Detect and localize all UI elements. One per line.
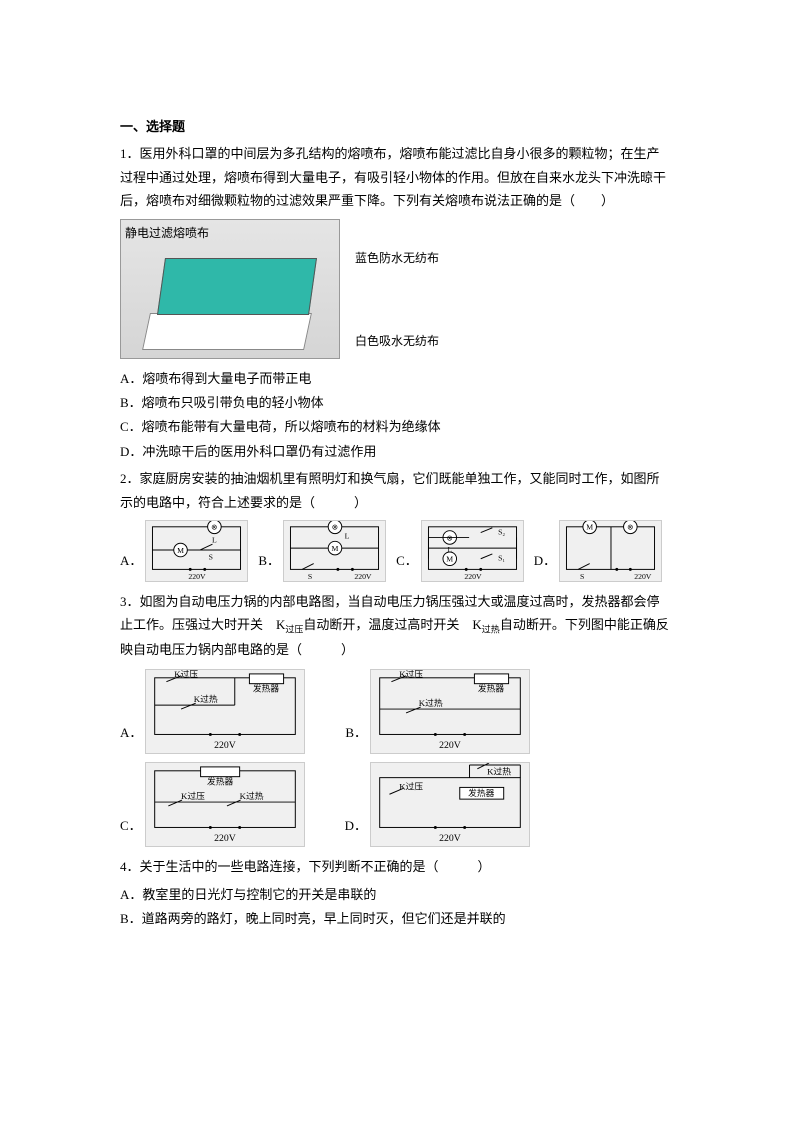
q3-circuit-a: K过压 发热器 K过热 220V — [145, 669, 305, 754]
svg-text:K过热: K过热 — [239, 791, 263, 802]
q1-opt-a: A．熔喷布得到大量电子而带正电 — [120, 367, 672, 390]
q1-opt-d: D．冲洗晾干后的医用外科口罩仍有过滤作用 — [120, 440, 672, 463]
svg-text:L: L — [212, 535, 217, 544]
question-3: 3．如图为自动电压力锅的内部电路图，当自动电压力锅压强过大或温度过高时，发热器都… — [120, 590, 672, 662]
svg-text:S: S — [209, 553, 213, 562]
q1-body: 医用外科口罩的中间层为多孔结构的熔喷布，熔喷布能过滤比自身小很多的颗粒物；在生产… — [120, 146, 666, 208]
svg-text:K过热: K过热 — [194, 694, 218, 705]
mask-blue-layer — [157, 258, 317, 315]
svg-text:220V: 220V — [439, 834, 461, 845]
q3-circuit-c: 发热器 K过压 K过热 220V — [145, 762, 305, 847]
svg-text:M: M — [446, 555, 453, 564]
q4-body: 关于生活中的一些电路连接，下列判断不正确的是（ ） — [140, 859, 491, 874]
q4-num: 4． — [120, 859, 140, 874]
svg-text:220V: 220V — [464, 572, 482, 581]
q3-opt-b: B． K过压 发热器 K过热 220V — [345, 669, 530, 754]
q3-opt-a: A． K过压 发热器 K过热 220V — [120, 669, 305, 754]
q3-opt-d: D． K过热 K过压 发热器 220V — [345, 762, 530, 847]
q3-label-c: C． — [120, 814, 142, 847]
svg-text:⊗: ⊗ — [627, 523, 633, 532]
svg-text:K过压: K过压 — [399, 781, 423, 792]
q2-body: 家庭厨房安装的抽油烟机里有照明灯和换气扇，它们既能单独工作，又能同时工作，如图所… — [120, 471, 660, 509]
svg-text:K过热: K过热 — [419, 698, 443, 709]
q3-sub-a: 过压 — [285, 625, 303, 635]
q3-label-b: B． — [345, 721, 367, 754]
q2-circuit-c: ⊗ L S₂ M S₁ 220V — [421, 520, 524, 582]
q2-opt-a: A． ⊗ L M S 220V — [120, 520, 248, 582]
svg-text:220V: 220V — [439, 741, 461, 752]
svg-text:220V: 220V — [634, 572, 652, 581]
q3-sub-b: 过热 — [482, 625, 500, 635]
q2-opt-b: B． ⊗ L M S 220V — [258, 520, 386, 582]
q3-circuit-b: K过压 发热器 K过热 220V — [370, 669, 530, 754]
svg-text:发热器: 发热器 — [207, 776, 234, 787]
q3-label-d: D． — [345, 814, 367, 847]
mask-label-top: 静电过滤熔喷布 — [125, 223, 209, 245]
svg-text:M: M — [332, 544, 339, 553]
svg-text:L: L — [345, 531, 350, 540]
q4-text: 4．关于生活中的一些电路连接，下列判断不正确的是（ ） — [120, 859, 491, 874]
q2-label-a: A． — [120, 549, 142, 582]
section-title: 一、选择题 — [120, 115, 672, 138]
q4-options: A．教室里的日光灯与控制它的开关是串联的 B．道路两旁的路灯，晚上同时亮，早上同… — [120, 883, 672, 931]
svg-text:M: M — [586, 523, 593, 532]
q1-num: 1． — [120, 146, 140, 161]
svg-text:发热器: 发热器 — [253, 683, 280, 694]
q2-circuit-d: M ⊗ S 220V — [559, 520, 662, 582]
svg-text:M: M — [177, 546, 184, 555]
mask-label-bottom: 白色吸水无纺布 — [355, 331, 439, 353]
q4-opt-b: B．道路两旁的路灯，晚上同时亮，早上同时灭，但它们还是并联的 — [120, 907, 672, 930]
svg-text:K过压: K过压 — [181, 791, 205, 802]
q2-circuit-b: ⊗ L M S 220V — [283, 520, 386, 582]
q2-label-c: C． — [396, 549, 418, 582]
svg-text:220V: 220V — [214, 834, 236, 845]
svg-text:发热器: 发热器 — [468, 788, 495, 799]
q3-text: 3．如图为自动电压力锅的内部电路图，当自动电压力锅压强过大或温度过高时，发热器都… — [120, 594, 669, 657]
question-4: 4．关于生活中的一些电路连接，下列判断不正确的是（ ） — [120, 855, 672, 878]
svg-text:S: S — [308, 572, 312, 581]
question-2: 2．家庭厨房安装的抽油烟机里有照明灯和换气扇，它们既能单独工作，又能同时工作，如… — [120, 467, 672, 514]
q2-opt-c: C． ⊗ L S₂ M S₁ 220V — [396, 520, 524, 582]
svg-text:⊗: ⊗ — [212, 523, 218, 532]
q1-opt-c: C．熔喷布能带有大量电荷，所以熔喷布的材料为绝缘体 — [120, 415, 672, 438]
question-1: 1．医用外科口罩的中间层为多孔结构的熔喷布，熔喷布能过滤比自身小很多的颗粒物；在… — [120, 142, 672, 212]
svg-text:K过热: K过热 — [487, 766, 511, 777]
mask-diagram: 静电过滤熔喷布 蓝色防水无纺布 白色吸水无纺布 — [120, 219, 340, 359]
q3-label-a: A． — [120, 721, 142, 754]
q3-text-b: 自动断开，温度过高时开关 K — [303, 617, 481, 632]
q1-options: A．熔喷布得到大量电子而带正电 B．熔喷布只吸引带负电的轻小物体 C．熔喷布能带… — [120, 367, 672, 464]
svg-text:S₂: S₂ — [498, 527, 505, 536]
q4-opt-a: A．教室里的日光灯与控制它的开关是串联的 — [120, 883, 672, 906]
q2-label-b: B． — [258, 549, 280, 582]
q1-text: 1．医用外科口罩的中间层为多孔结构的熔喷布，熔喷布能过滤比自身小很多的颗粒物；在… — [120, 146, 666, 208]
svg-text:S: S — [580, 572, 584, 581]
q3-circuits-row2: C． 发热器 K过压 K过热 220V D． — [120, 762, 672, 847]
svg-text:S₁: S₁ — [498, 554, 505, 563]
mask-label-right: 蓝色防水无纺布 — [355, 248, 439, 270]
page: 一、选择题 1．医用外科口罩的中间层为多孔结构的熔喷布，熔喷布能过滤比自身小很多… — [0, 0, 792, 972]
q2-label-d: D． — [534, 549, 556, 582]
q1-opt-b: B．熔喷布只吸引带负电的轻小物体 — [120, 391, 672, 414]
q2-text: 2．家庭厨房安装的抽油烟机里有照明灯和换气扇，它们既能单独工作，又能同时工作，如… — [120, 471, 660, 509]
svg-text:发热器: 发热器 — [478, 683, 505, 694]
mask-paper-layer — [142, 313, 312, 350]
q2-num: 2． — [120, 471, 140, 486]
svg-text:⊗: ⊗ — [332, 523, 338, 532]
q3-circuits-row1: A． K过压 发热器 K过热 220V B． — [120, 669, 672, 754]
q1-figure: 静电过滤熔喷布 蓝色防水无纺布 白色吸水无纺布 — [120, 219, 672, 359]
svg-text:220V: 220V — [189, 572, 207, 581]
q3-num: 3． — [120, 594, 140, 609]
svg-text:220V: 220V — [215, 741, 237, 752]
q2-circuit-a: ⊗ L M S 220V — [145, 520, 248, 582]
q3-opt-c: C． 发热器 K过压 K过热 220V — [120, 762, 305, 847]
svg-text:220V: 220V — [354, 572, 372, 581]
q2-circuits: A． ⊗ L M S 220V B． — [120, 520, 672, 582]
q3-circuit-d: K过热 K过压 发热器 220V — [370, 762, 530, 847]
q2-opt-d: D． M ⊗ S 220V — [534, 520, 662, 582]
